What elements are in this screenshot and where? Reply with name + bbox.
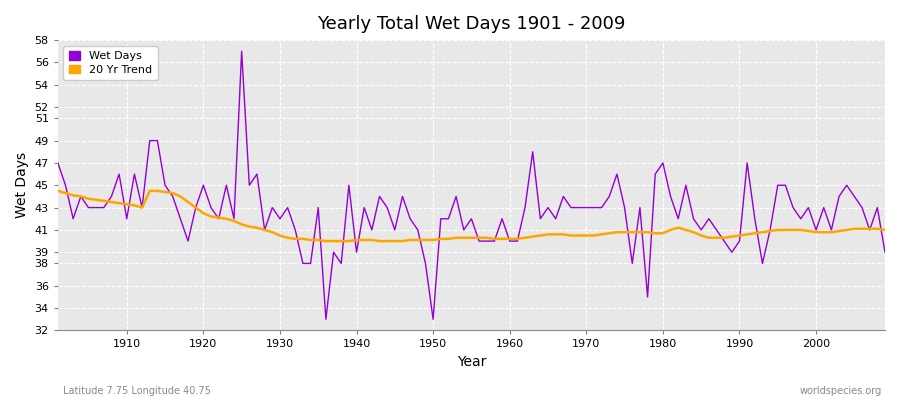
Legend: Wet Days, 20 Yr Trend: Wet Days, 20 Yr Trend — [63, 46, 158, 80]
Title: Yearly Total Wet Days 1901 - 2009: Yearly Total Wet Days 1901 - 2009 — [317, 15, 626, 33]
Text: Latitude 7.75 Longitude 40.75: Latitude 7.75 Longitude 40.75 — [63, 386, 211, 396]
X-axis label: Year: Year — [456, 355, 486, 369]
Text: worldspecies.org: worldspecies.org — [800, 386, 882, 396]
Y-axis label: Wet Days: Wet Days — [15, 152, 29, 218]
